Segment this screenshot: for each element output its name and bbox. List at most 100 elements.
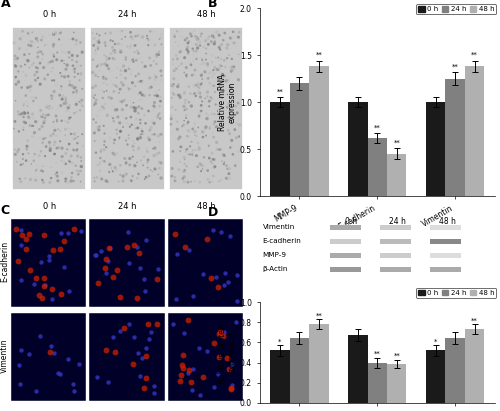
Point (122, 155, 130, 162)
Point (197, 61, 205, 68)
Point (106, 95, 114, 101)
Point (148, 118, 156, 125)
Point (137, 157, 145, 164)
Point (46, 349, 54, 356)
Point (192, 41, 200, 48)
Point (128, 173, 136, 179)
Point (55, 36, 63, 43)
Point (78, 71, 86, 77)
Point (94, 39, 102, 45)
Point (62, 95, 70, 101)
Point (154, 95, 162, 102)
Point (138, 59, 146, 66)
Point (90, 95, 98, 101)
Bar (380, 267, 411, 272)
Point (52, 72, 60, 78)
Point (102, 256, 110, 262)
Point (68, 52, 76, 59)
Point (74, 133, 82, 140)
Point (179, 365, 187, 371)
Point (197, 168, 205, 174)
Bar (426, 351, 446, 403)
Point (94, 124, 102, 131)
Point (170, 81, 177, 87)
Point (52, 82, 60, 88)
Point (44, 111, 52, 118)
Point (130, 58, 138, 65)
Point (201, 68, 209, 75)
Bar (168, 27, 242, 189)
Text: C: C (0, 203, 10, 217)
Point (12, 65, 20, 72)
Point (76, 107, 84, 113)
Point (134, 125, 141, 131)
Point (109, 47, 117, 54)
Point (24, 150, 32, 157)
Point (128, 360, 136, 367)
Point (29, 122, 37, 129)
Point (140, 176, 148, 182)
Bar (12, 27, 86, 189)
Point (30, 151, 38, 157)
Point (70, 66, 78, 72)
Point (126, 44, 134, 51)
Point (49, 43, 57, 50)
Point (199, 271, 207, 278)
Point (89, 93, 97, 100)
Point (218, 87, 226, 94)
Point (146, 92, 154, 98)
Point (224, 163, 232, 170)
Point (50, 142, 58, 148)
Point (158, 41, 166, 48)
Point (204, 61, 212, 67)
Point (91, 92, 99, 98)
Point (118, 106, 126, 113)
Point (144, 320, 152, 327)
Point (98, 157, 106, 164)
Point (48, 114, 56, 121)
Point (218, 158, 226, 164)
Point (208, 33, 216, 39)
Point (11, 75, 19, 82)
Point (192, 34, 200, 41)
Point (98, 61, 106, 68)
Point (216, 65, 224, 72)
Point (154, 114, 162, 120)
Point (104, 65, 112, 72)
Point (142, 352, 150, 359)
Point (28, 133, 36, 139)
Point (188, 151, 196, 158)
Point (134, 135, 141, 141)
Point (180, 173, 188, 180)
Point (114, 114, 122, 120)
Point (46, 253, 54, 259)
Point (172, 296, 179, 302)
Point (110, 140, 118, 146)
Point (154, 266, 162, 272)
Point (24, 103, 32, 109)
Point (186, 152, 194, 158)
Point (208, 95, 216, 102)
Point (66, 78, 74, 85)
Point (151, 76, 159, 83)
Point (14, 148, 22, 155)
Point (226, 169, 234, 176)
Point (153, 51, 161, 58)
Point (16, 242, 24, 248)
Point (24, 46, 32, 53)
Point (27, 83, 35, 90)
Point (17, 226, 25, 233)
Point (130, 49, 138, 55)
Point (28, 132, 36, 139)
Point (142, 120, 150, 127)
Point (108, 168, 116, 174)
Point (179, 351, 187, 358)
Point (232, 103, 239, 109)
Point (208, 52, 216, 58)
Point (54, 173, 62, 180)
Bar (446, 79, 465, 196)
Point (116, 47, 124, 54)
Point (200, 154, 208, 161)
Point (47, 132, 55, 139)
Point (137, 96, 145, 103)
